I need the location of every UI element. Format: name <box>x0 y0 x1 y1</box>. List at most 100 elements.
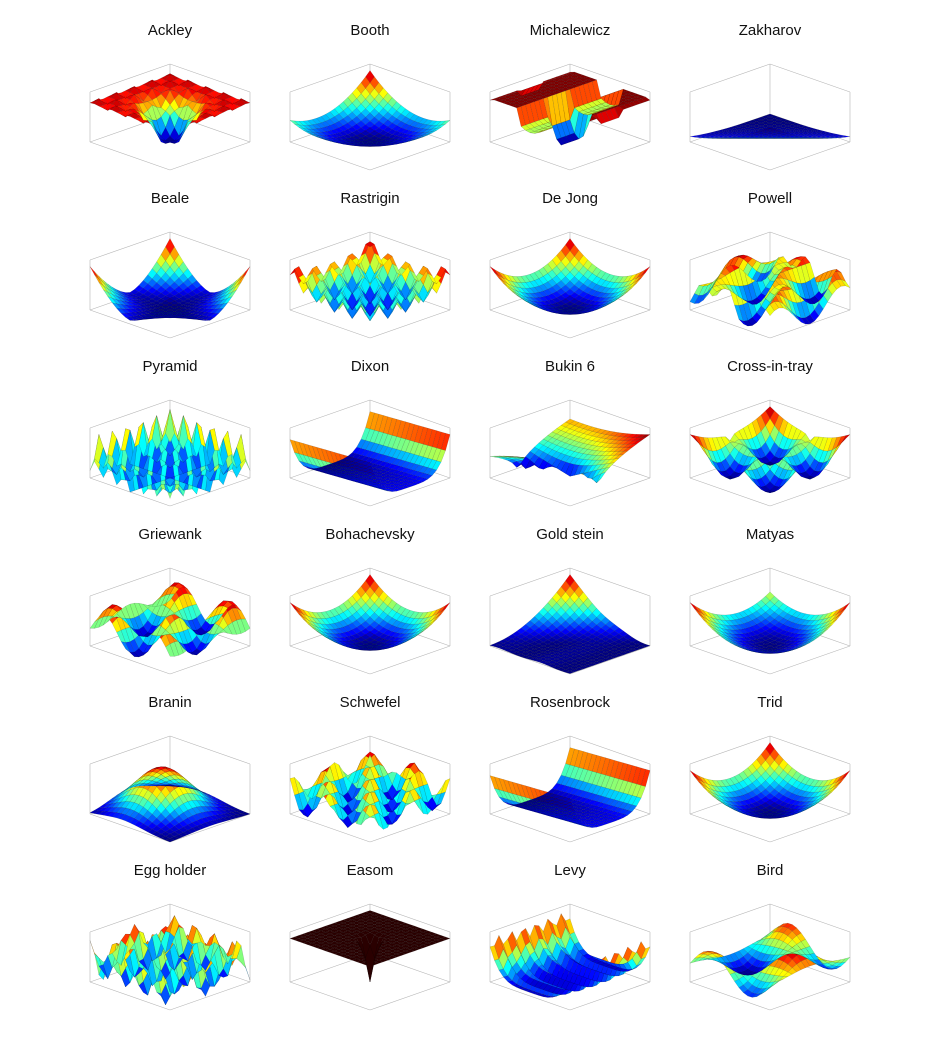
surface-plot <box>282 218 458 350</box>
surface-plot-svg <box>689 735 851 843</box>
surface-plot-svg <box>89 567 251 675</box>
surface-plot-svg <box>489 735 651 843</box>
axis-box <box>689 903 851 1011</box>
surface-mesh <box>89 915 251 1006</box>
panel-title: Booth <box>350 22 390 39</box>
panel-easom: Easom <box>270 862 470 1030</box>
benchmark-function-grid: Ackley Booth Michalewicz Zakharov Beale Rastr… <box>70 22 870 1032</box>
surface-mesh <box>489 418 651 484</box>
surface-plot-svg <box>689 399 851 507</box>
surface-plot-svg <box>489 231 651 339</box>
surface-plot <box>482 554 658 686</box>
panel-title: Zakharov <box>738 22 802 39</box>
panel-title: Matyas <box>745 526 795 543</box>
panel-bohachevsky: Bohachevsky <box>270 526 470 694</box>
surface-mesh <box>489 747 651 828</box>
surface-plot-svg <box>489 399 651 507</box>
panel-title: Levy <box>554 862 586 879</box>
panel-title: Pyramid <box>142 358 198 375</box>
panel-title: Griewank <box>138 526 202 543</box>
surface-plot-svg <box>289 231 451 339</box>
surface-mesh <box>689 406 851 494</box>
surface-plot-svg <box>289 63 451 171</box>
surface-plot <box>282 50 458 182</box>
surface-plot <box>82 890 258 1022</box>
surface-plot <box>82 50 258 182</box>
surface-mesh <box>89 73 251 144</box>
surface-plot <box>682 722 858 854</box>
panel-dixon: Dixon <box>270 358 470 526</box>
surface-mesh <box>289 574 451 651</box>
panel-levy: Levy <box>470 862 670 1030</box>
surface-plot <box>482 722 658 854</box>
surface-mesh <box>289 411 451 492</box>
panel-schwefel: Schwefel <box>270 694 470 862</box>
panel-title: De Jong <box>542 190 598 207</box>
surface-plot <box>682 386 858 518</box>
surface-plot-svg <box>489 903 651 1011</box>
surface-mesh <box>289 751 451 830</box>
surface-plot <box>682 218 858 350</box>
surface-plot <box>282 722 458 854</box>
surface-mesh <box>289 70 451 147</box>
surface-plot-svg <box>489 63 651 171</box>
surface-mesh <box>289 910 451 983</box>
panel-griewank: Griewank <box>70 526 270 694</box>
surface-mesh <box>489 71 651 146</box>
panel-zakharov: Zakharov <box>670 22 870 190</box>
panel-booth: Booth <box>270 22 470 190</box>
surface-plot-svg <box>689 567 851 675</box>
panel-title: Egg holder <box>133 862 207 879</box>
panel-title: Bukin 6 <box>544 358 596 375</box>
panel-rastrigin: Rastrigin <box>270 190 470 358</box>
panel-title: Ackley <box>147 22 193 39</box>
panel-michalewicz: Michalewicz <box>470 22 670 190</box>
surface-mesh <box>689 113 851 139</box>
surface-mesh <box>89 582 251 658</box>
panel-title: Branin <box>148 694 192 711</box>
surface-plot-svg <box>89 735 251 843</box>
surface-plot <box>82 218 258 350</box>
surface-plot-svg <box>689 63 851 171</box>
panel-pyramid: Pyramid <box>70 358 270 526</box>
surface-mesh <box>289 241 451 322</box>
surface-plot-svg <box>689 231 851 339</box>
panel-egg-holder: Egg holder <box>70 862 270 1030</box>
surface-plot-svg <box>289 903 451 1011</box>
panel-gold-stein: Gold stein <box>470 526 670 694</box>
panel-title: Rastrigin <box>340 190 400 207</box>
surface-mesh <box>89 409 251 499</box>
panel-title: Schwefel <box>339 694 401 711</box>
surface-plot-svg <box>89 231 251 339</box>
panel-title: Trid <box>757 694 783 711</box>
surface-mesh <box>689 742 851 819</box>
surface-mesh <box>89 766 251 843</box>
panel-beale: Beale <box>70 190 270 358</box>
surface-mesh <box>689 922 851 998</box>
surface-plot <box>82 722 258 854</box>
surface-plot <box>682 50 858 182</box>
panel-powell: Powell <box>670 190 870 358</box>
surface-plot <box>282 890 458 1022</box>
surface-plot-svg <box>89 63 251 171</box>
panel-title: Powell <box>747 190 793 207</box>
surface-plot-svg <box>289 735 451 843</box>
surface-plot <box>482 890 658 1022</box>
panel-branin: Branin <box>70 694 270 862</box>
surface-plot-svg <box>689 903 851 1011</box>
panel-matyas: Matyas <box>670 526 870 694</box>
surface-mesh <box>689 591 851 654</box>
panel-cross-in-tray: Cross-in-tray <box>670 358 870 526</box>
panel-title: Rosenbrock <box>529 694 611 711</box>
surface-mesh <box>489 574 651 674</box>
surface-plot-svg <box>89 399 251 507</box>
panel-rosenbrock: Rosenbrock <box>470 694 670 862</box>
surface-mesh <box>689 254 851 327</box>
surface-mesh <box>89 238 251 321</box>
panel-bird: Bird <box>670 862 870 1030</box>
surface-plot <box>82 386 258 518</box>
surface-plot-svg <box>489 567 651 675</box>
panel-title: Bohachevsky <box>325 526 415 543</box>
panel-title: Cross-in-tray <box>727 358 813 375</box>
panel-trid: Trid <box>670 694 870 862</box>
